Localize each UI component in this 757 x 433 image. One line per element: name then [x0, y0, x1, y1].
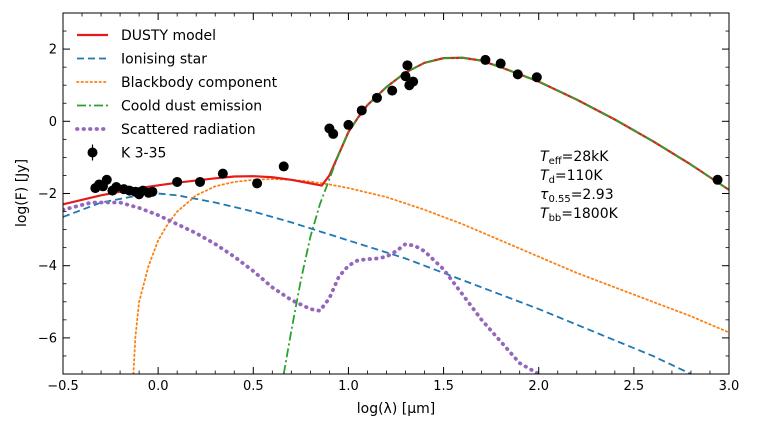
- data-point: [512, 69, 523, 80]
- data-points-layer: [90, 54, 723, 200]
- legend-entry: K 3-35: [121, 146, 166, 162]
- data-point: [101, 174, 112, 185]
- y-tick-label: −6: [38, 331, 57, 346]
- x-tick-label: 0.5: [243, 379, 264, 394]
- data-point: [252, 178, 263, 189]
- data-point: [147, 186, 158, 197]
- annot-tau: τ0.55=2.93: [540, 187, 614, 205]
- data-point: [712, 174, 723, 185]
- parameter-annotation: Teff=28kK Td=110K τ0.55=2.93 Tbb=1800K: [540, 149, 619, 224]
- y-tick-label: −4: [38, 259, 57, 274]
- x-tick-label: 3.0: [719, 379, 740, 394]
- series-line-blackbody-component: [132, 178, 729, 374]
- data-point: [531, 72, 542, 83]
- x-tick-label: 1.0: [338, 379, 359, 394]
- data-point: [400, 71, 411, 82]
- series-line-ionising-star: [63, 192, 692, 374]
- legend-entry: DUSTY model: [121, 28, 216, 44]
- y-axis-label: log(F) [Jy]: [14, 159, 30, 227]
- legend-entry: Ionising star: [121, 52, 207, 68]
- data-point: [278, 161, 289, 172]
- y-tick-label: 0: [49, 115, 57, 130]
- data-point: [402, 60, 413, 71]
- data-point: [371, 92, 382, 103]
- x-tick-label: 2.5: [624, 379, 645, 394]
- x-tick-label: 2.0: [528, 379, 549, 394]
- y-tick-label: −2: [38, 187, 57, 202]
- data-point: [343, 119, 354, 130]
- x-tick-label: 1.5: [433, 379, 454, 394]
- data-point: [172, 176, 183, 187]
- legend-entry: Blackbody component: [121, 75, 278, 91]
- legend-marker: [87, 147, 98, 158]
- x-tick-label: 0.0: [148, 379, 169, 394]
- curves-layer: [63, 56, 729, 374]
- annot-teff: Teff=28kK: [540, 149, 609, 167]
- axis-ticks: −0.5 0.0 0.5 1.0 1.5 2.0 2.5 3.0 −6 −4 −2 0 2: [38, 12, 740, 394]
- annot-td: Td=110K: [540, 168, 603, 186]
- data-point: [480, 54, 491, 65]
- data-point: [111, 182, 122, 192]
- x-axis-label: log(λ) [μm]: [357, 401, 435, 417]
- data-point: [387, 85, 398, 96]
- data-point: [356, 105, 367, 116]
- legend-entry: Coold dust emission: [121, 99, 262, 115]
- data-point: [408, 76, 419, 87]
- annot-tbb: Tbb=1800K: [540, 206, 619, 224]
- legend-entry: Scattered radiation: [121, 122, 256, 138]
- y-tick-label: 2: [49, 43, 57, 58]
- data-point: [217, 168, 228, 179]
- series-line-coold-dust-emission: [282, 56, 729, 374]
- series-line-scattered-radiation: [63, 200, 541, 374]
- data-point: [495, 58, 506, 69]
- x-tick-label: −0.5: [47, 379, 79, 394]
- data-point: [195, 176, 206, 187]
- legend: DUSTY model Ionising star Blackbody compon…: [75, 28, 278, 162]
- data-point: [328, 128, 339, 139]
